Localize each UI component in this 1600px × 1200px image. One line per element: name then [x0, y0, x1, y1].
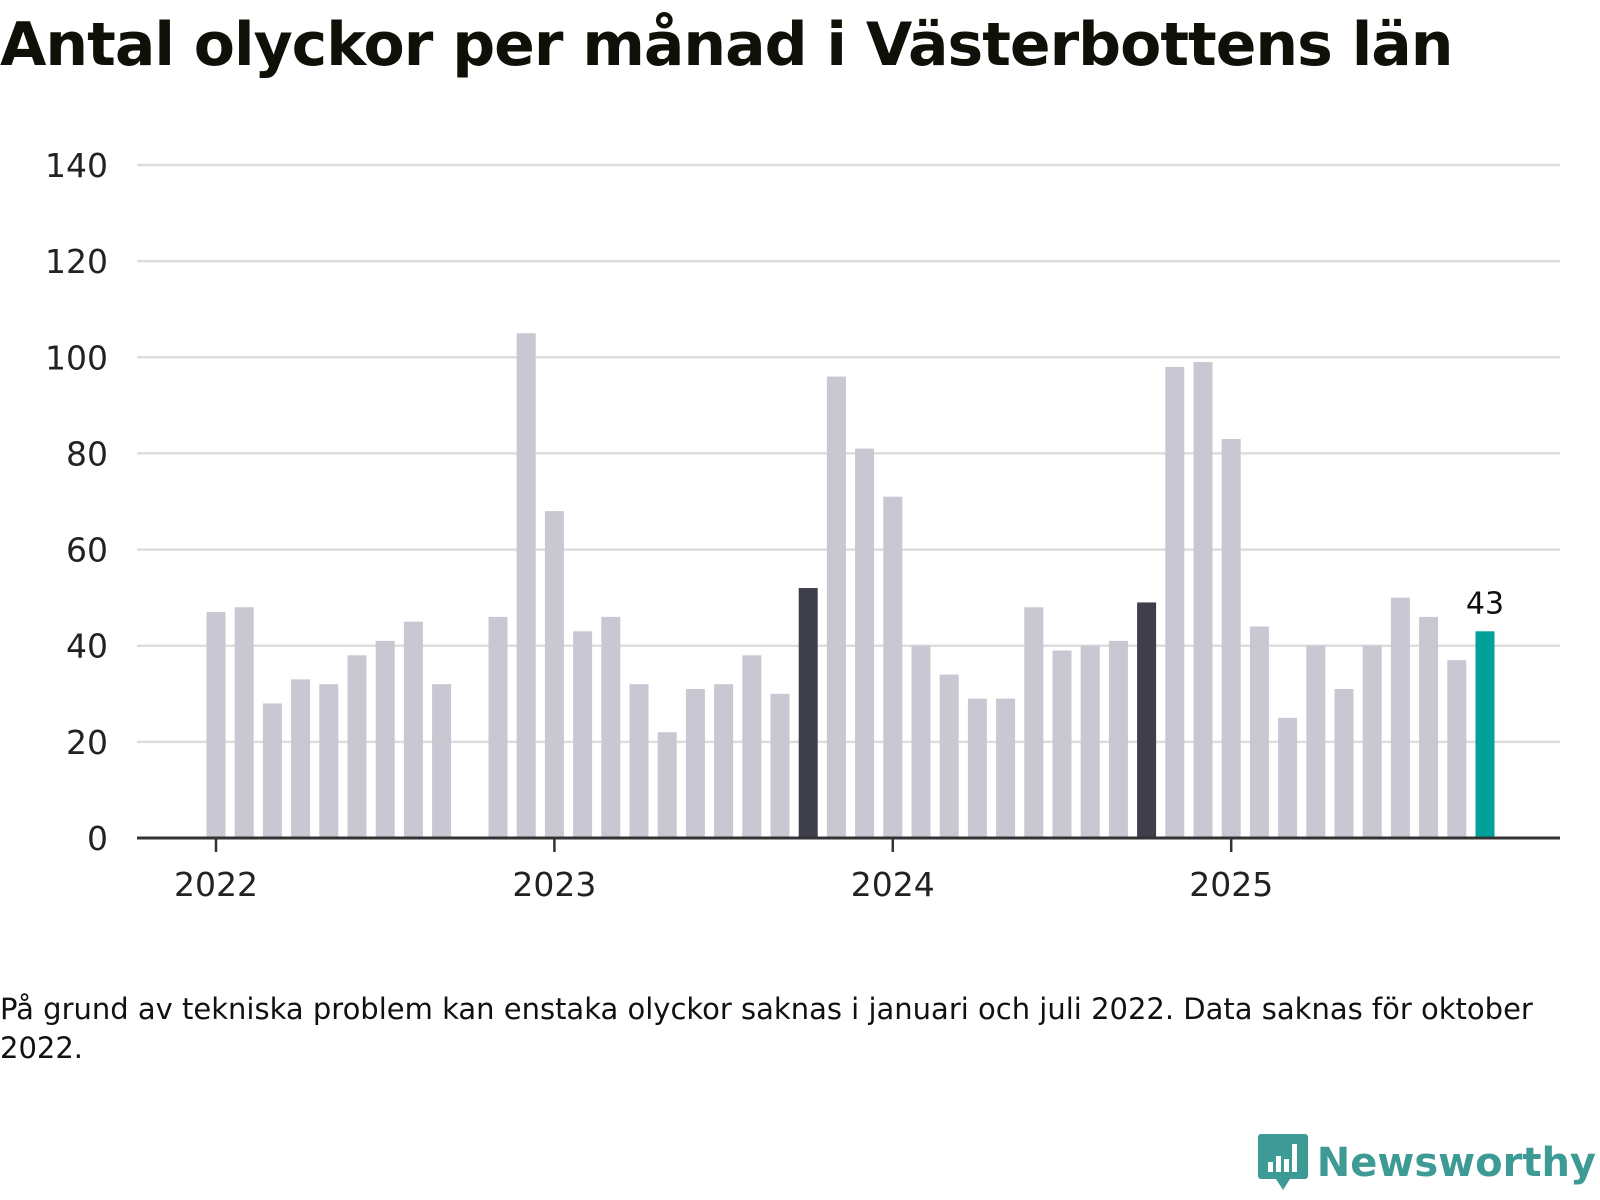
bar[interactable] — [1221, 439, 1241, 838]
x-tick-label: 2023 — [512, 865, 596, 904]
bar[interactable] — [1390, 597, 1410, 838]
x-tick-label: 2025 — [1189, 865, 1273, 904]
bar[interactable] — [206, 612, 226, 838]
bar[interactable] — [319, 684, 339, 838]
bar[interactable] — [1475, 631, 1495, 838]
bar[interactable] — [714, 684, 734, 838]
bars — [206, 333, 1495, 838]
bar[interactable] — [770, 693, 790, 838]
latest-value-label: 43 — [1466, 586, 1504, 621]
y-tick-label: 60 — [66, 531, 108, 570]
bar[interactable] — [629, 684, 649, 838]
bar[interactable] — [911, 645, 931, 838]
y-axis-ticks: 0 20 40 60 80 100 120 140 — [45, 146, 108, 858]
bar[interactable] — [883, 496, 903, 838]
newsworthy-brand[interactable]: Newsworthy — [1257, 1132, 1596, 1194]
bar[interactable] — [1306, 645, 1326, 838]
bar[interactable] — [291, 679, 311, 838]
bar[interactable] — [488, 616, 508, 838]
y-tick-label: 0 — [87, 819, 108, 858]
bar[interactable] — [1419, 616, 1439, 838]
bar[interactable] — [1165, 366, 1185, 838]
bar[interactable] — [375, 640, 395, 838]
x-tick-label: 2024 — [851, 865, 935, 904]
bar[interactable] — [262, 703, 282, 838]
brand-name: Newsworthy — [1316, 1140, 1596, 1186]
bar[interactable] — [742, 655, 762, 838]
y-tick-label: 100 — [45, 338, 108, 377]
bar[interactable] — [1024, 607, 1044, 838]
bar[interactable] — [826, 376, 846, 838]
bar[interactable] — [1362, 645, 1382, 838]
bar[interactable] — [1249, 626, 1269, 838]
bar[interactable] — [855, 448, 875, 838]
bar[interactable] — [1447, 660, 1467, 838]
x-tick-label: 2022 — [174, 865, 258, 904]
y-tick-label: 80 — [66, 434, 108, 473]
x-axis-ticks: 2022 2023 2024 2025 — [174, 838, 1273, 904]
bar[interactable] — [798, 588, 818, 838]
data-labels: 43 — [1466, 586, 1504, 621]
bar[interactable] — [347, 655, 367, 838]
bar[interactable] — [1193, 362, 1213, 838]
bar[interactable] — [967, 698, 987, 838]
y-tick-label: 140 — [45, 146, 108, 185]
bar[interactable] — [939, 674, 959, 838]
bar[interactable] — [685, 688, 705, 838]
bar[interactable] — [544, 511, 564, 838]
newsworthy-logo-icon — [1257, 1134, 1308, 1190]
bar[interactable] — [516, 333, 536, 838]
bar[interactable] — [1278, 717, 1298, 838]
bar[interactable] — [657, 732, 677, 838]
bar[interactable] — [996, 698, 1016, 838]
bar[interactable] — [1108, 640, 1128, 838]
y-tick-label: 20 — [66, 723, 108, 762]
footnote: På grund av tekniska problem kan enstaka… — [0, 992, 1533, 1065]
bar[interactable] — [573, 631, 593, 838]
bar[interactable] — [1334, 688, 1354, 838]
bar[interactable] — [403, 621, 423, 838]
chart-title: Antal olyckor per månad i Västerbottens … — [0, 10, 1453, 80]
gridlines — [137, 163, 1560, 744]
bar-chart: 0 20 40 60 80 100 120 140 2022 2023 2024 2025 43 — [45, 146, 1560, 904]
bar[interactable] — [234, 607, 254, 838]
bar[interactable] — [432, 684, 452, 838]
y-tick-label: 40 — [66, 627, 108, 666]
bar[interactable] — [1052, 650, 1072, 838]
bar[interactable] — [1137, 602, 1157, 838]
y-tick-label: 120 — [45, 242, 108, 281]
bar[interactable] — [601, 616, 621, 838]
bar[interactable] — [1080, 645, 1100, 838]
